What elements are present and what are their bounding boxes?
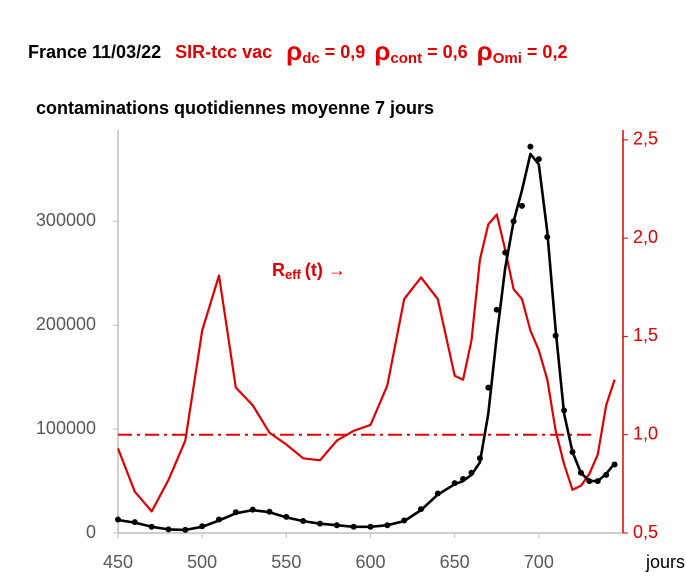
title-text: = 0,9 bbox=[325, 42, 366, 62]
title-part: ρdc = 0,9 bbox=[286, 36, 365, 67]
y-tick-label: 100000 bbox=[36, 418, 96, 438]
title-symbol: ρ bbox=[477, 36, 493, 66]
series-line bbox=[116, 213, 616, 513]
y2-tick-label: 2,0 bbox=[633, 227, 658, 247]
title-text: = 0,2 bbox=[527, 42, 568, 62]
annotation-text: R bbox=[272, 260, 285, 280]
data-point bbox=[527, 143, 534, 150]
annotation: Reff (t) → bbox=[272, 260, 346, 283]
title-symbol: ρ bbox=[374, 36, 390, 66]
title-part: France 11/03/22 bbox=[28, 42, 161, 62]
title-subscript: dc bbox=[302, 50, 320, 67]
x-tick-label: 450 bbox=[103, 552, 133, 572]
annotation-suffix: (t) → bbox=[305, 260, 346, 280]
title-part: ρcont = 0,6 bbox=[374, 36, 467, 67]
y2-tick-label: 2,5 bbox=[633, 129, 658, 149]
title-text: = 0,6 bbox=[427, 42, 468, 62]
y-tick-label: 300000 bbox=[36, 210, 96, 230]
title-part: ρOmi = 0,2 bbox=[477, 36, 568, 67]
title-subscript: cont bbox=[390, 50, 422, 67]
x-tick-label: 600 bbox=[355, 552, 385, 572]
chart-subtitle: contaminations quotidiennes moyenne 7 jo… bbox=[36, 98, 434, 118]
y2-tick-label: 1,5 bbox=[633, 325, 658, 345]
y-tick-label: 0 bbox=[86, 522, 96, 542]
x-axis-label: jours bbox=[645, 552, 685, 572]
x-tick-label: 650 bbox=[440, 552, 470, 572]
data-point bbox=[493, 306, 500, 313]
x-tick-label: 700 bbox=[524, 552, 554, 572]
y2-tick-label: 1,0 bbox=[633, 423, 658, 443]
title-part: SIR-tcc vac bbox=[175, 42, 272, 62]
title-text: France 11/03/22 bbox=[28, 42, 161, 62]
annotation-subscript: eff bbox=[285, 267, 302, 282]
title-subscript: Omi bbox=[493, 50, 522, 67]
data-point bbox=[519, 202, 525, 209]
x-tick-label: 500 bbox=[187, 552, 217, 572]
y2-tick-label: 0,5 bbox=[633, 522, 658, 542]
title-symbol: ρ bbox=[286, 36, 302, 66]
title-text: SIR-tcc vac bbox=[175, 42, 272, 62]
y-tick-label: 200000 bbox=[36, 314, 96, 334]
x-tick-label: 550 bbox=[271, 552, 301, 572]
series-line bbox=[117, 152, 616, 532]
